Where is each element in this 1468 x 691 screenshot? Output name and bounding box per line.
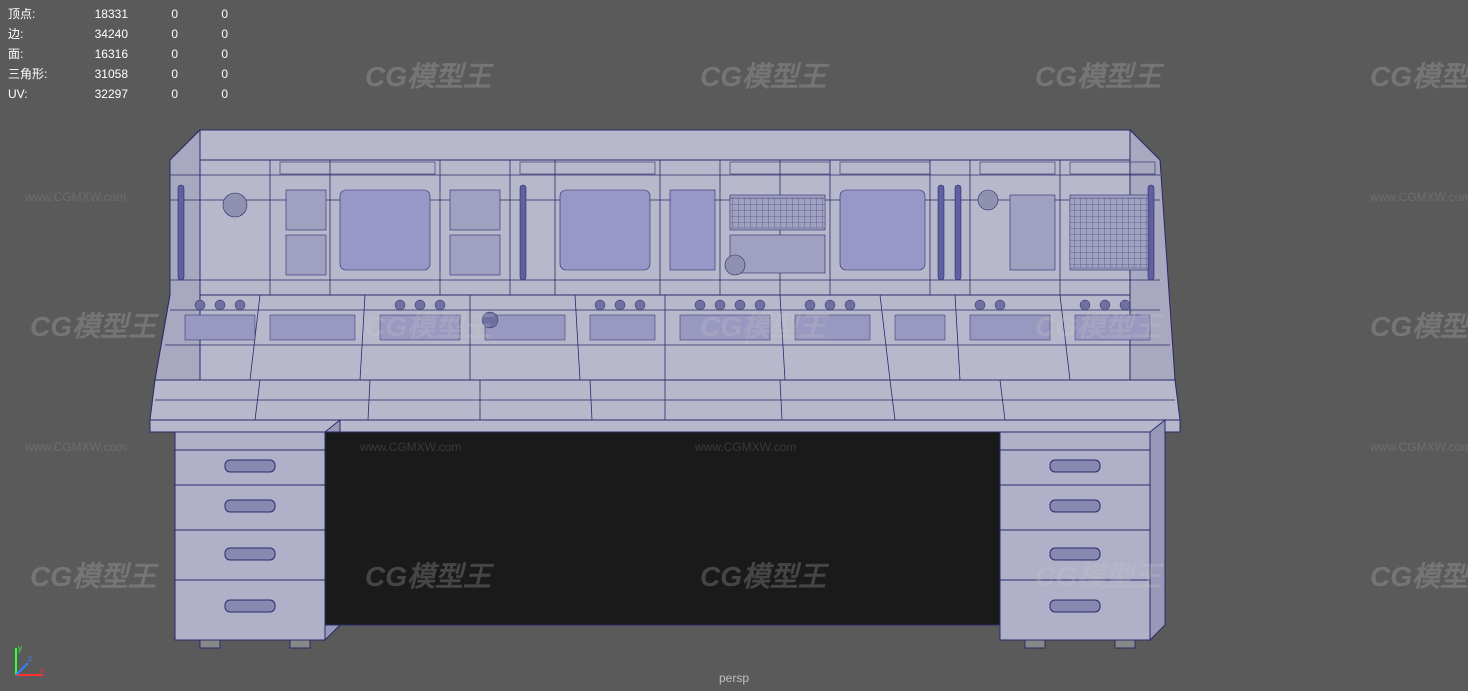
svg-text:x: x: [40, 666, 44, 675]
svg-text:y: y: [18, 644, 22, 653]
stats-value: 0: [128, 24, 178, 44]
stats-label: 三角形:: [8, 64, 58, 84]
stats-label: UV:: [8, 84, 58, 104]
stats-label: 边:: [8, 24, 58, 44]
stats-value: 16316: [58, 44, 128, 64]
stats-value: 0: [128, 64, 178, 84]
stats-row-verts: 顶点: 18331 0 0: [8, 4, 228, 24]
stats-value: 0: [178, 64, 228, 84]
stats-value: 0: [178, 84, 228, 104]
stats-row-edges: 边: 34240 0 0: [8, 24, 228, 44]
stats-row-tris: 三角形: 31058 0 0: [8, 64, 228, 84]
stats-value: 32297: [58, 84, 128, 104]
stats-value: 0: [128, 44, 178, 64]
stats-value: 0: [178, 44, 228, 64]
axis-gizmo[interactable]: y x z: [8, 643, 48, 683]
camera-name-label: persp: [719, 671, 749, 685]
stats-value: 18331: [58, 4, 128, 24]
stats-value: 0: [178, 24, 228, 44]
stats-value: 31058: [58, 64, 128, 84]
stats-label: 顶点:: [8, 4, 58, 24]
stats-value: 0: [128, 4, 178, 24]
stats-value: 34240: [58, 24, 128, 44]
stats-row-uv: UV: 32297 0 0: [8, 84, 228, 104]
stats-value: 0: [178, 4, 228, 24]
stats-label: 面:: [8, 44, 58, 64]
polygon-stats-hud: 顶点: 18331 0 0 边: 34240 0 0 面: 16316 0 0 …: [0, 0, 236, 108]
stats-value: 0: [128, 84, 178, 104]
svg-text:z: z: [28, 654, 32, 663]
stats-row-faces: 面: 16316 0 0: [8, 44, 228, 64]
